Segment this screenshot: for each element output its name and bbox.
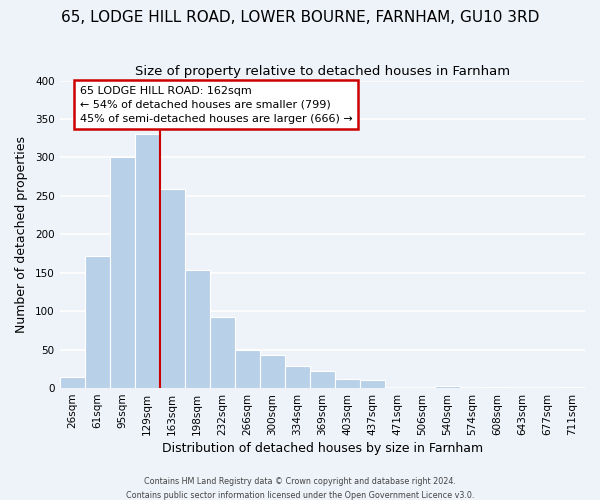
X-axis label: Distribution of detached houses by size in Farnham: Distribution of detached houses by size … <box>162 442 483 455</box>
Bar <box>435 386 460 388</box>
Bar <box>485 386 510 388</box>
Title: Size of property relative to detached houses in Farnham: Size of property relative to detached ho… <box>135 65 510 78</box>
Bar <box>285 366 310 388</box>
Text: 65 LODGE HILL ROAD: 162sqm
← 54% of detached houses are smaller (799)
45% of sem: 65 LODGE HILL ROAD: 162sqm ← 54% of deta… <box>80 86 352 124</box>
Bar <box>310 371 335 388</box>
Bar <box>235 350 260 388</box>
Bar <box>209 318 235 388</box>
Bar <box>59 376 85 388</box>
Bar <box>335 379 360 388</box>
Bar <box>260 355 285 388</box>
Bar <box>560 386 585 388</box>
Text: Contains HM Land Registry data © Crown copyright and database right 2024.
Contai: Contains HM Land Registry data © Crown c… <box>126 478 474 500</box>
Bar <box>134 134 160 388</box>
Bar <box>110 158 134 388</box>
Bar <box>160 189 185 388</box>
Y-axis label: Number of detached properties: Number of detached properties <box>15 136 28 333</box>
Bar <box>185 270 209 388</box>
Text: 65, LODGE HILL ROAD, LOWER BOURNE, FARNHAM, GU10 3RD: 65, LODGE HILL ROAD, LOWER BOURNE, FARNH… <box>61 10 539 25</box>
Bar <box>360 380 385 388</box>
Bar <box>85 256 110 388</box>
